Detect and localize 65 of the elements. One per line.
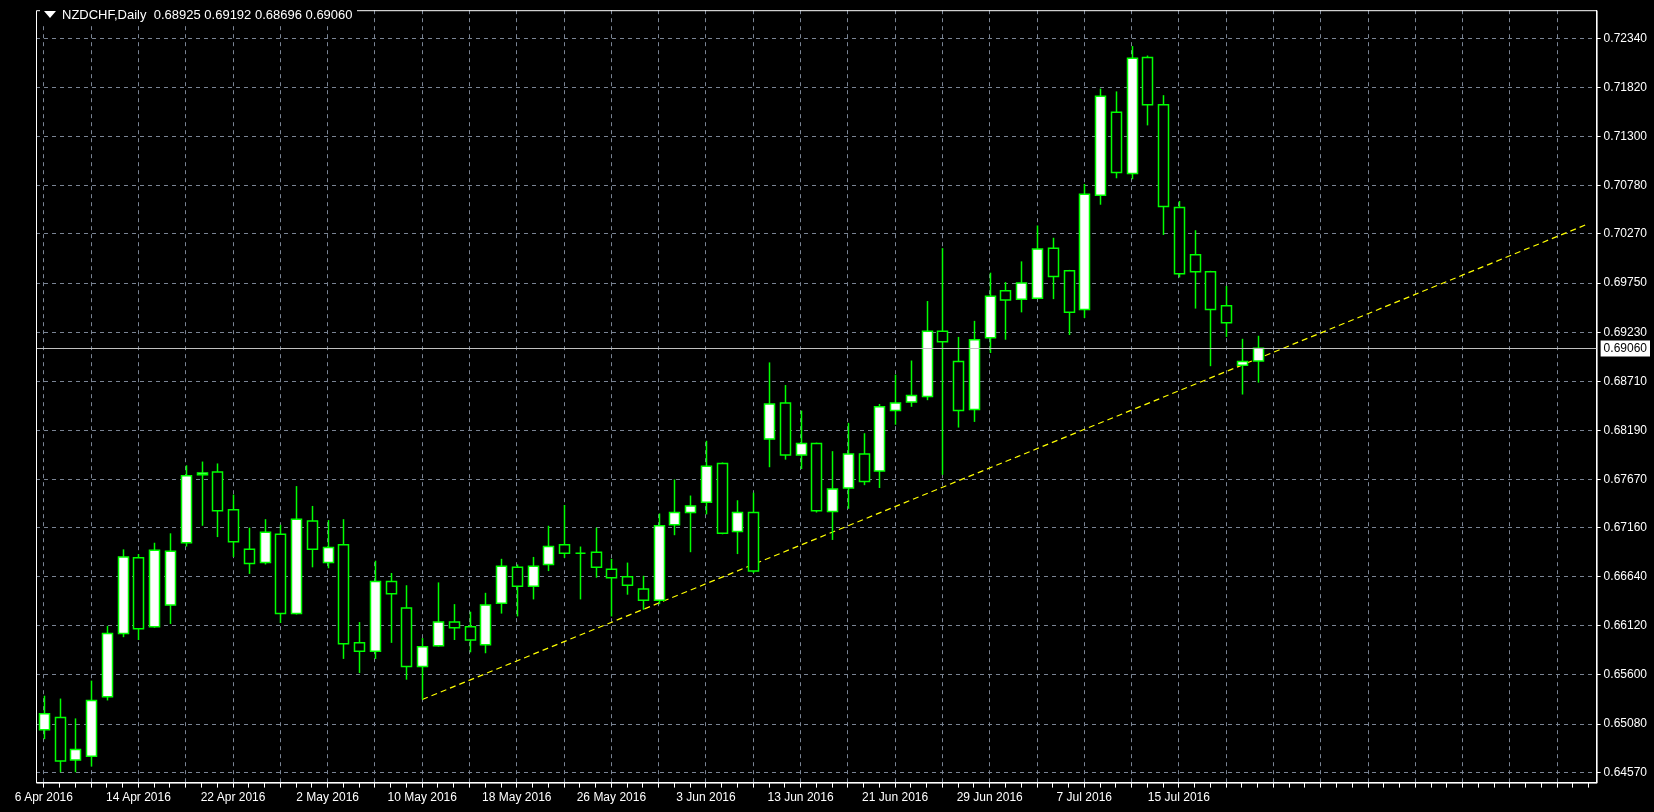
x-tick-label: 6 Apr 2016 — [14, 790, 74, 805]
candlestick — [605, 558, 618, 618]
candlestick — [448, 603, 461, 641]
candlestick — [889, 373, 902, 426]
candlestick — [621, 561, 634, 596]
candlestick — [731, 499, 744, 555]
y-tick-label: 0.67670 — [1603, 471, 1648, 486]
candlestick — [1252, 335, 1265, 384]
y-tick-label: 0.66640 — [1603, 569, 1648, 584]
candlestick — [1015, 260, 1028, 314]
y-tick-label: 0.64570 — [1603, 764, 1648, 779]
chart-title: NZDCHF,Daily 0.68925 0.69192 0.68696 0.69060 — [62, 7, 353, 22]
candlestick — [196, 460, 209, 527]
candlestick — [353, 621, 366, 674]
y-tick-label: 0.65600 — [1603, 667, 1648, 682]
y-tick-label: 0.69230 — [1603, 324, 1648, 339]
x-tick-label: 22 Apr 2016 — [200, 790, 266, 805]
x-tick-label: 18 May 2016 — [482, 790, 552, 805]
candlestick — [795, 409, 808, 470]
candlestick — [385, 572, 398, 644]
candlestick — [416, 637, 429, 701]
ref-line-label: 0.69060 — [1603, 340, 1648, 355]
y-tick-label: 0.72340 — [1603, 30, 1648, 45]
y-tick-label: 0.70780 — [1603, 178, 1648, 193]
candlestick — [243, 526, 256, 575]
candlestick — [511, 563, 524, 618]
y-tick-label: 0.68190 — [1603, 422, 1648, 437]
candlestick — [542, 525, 555, 572]
x-tick-label: 26 May 2016 — [576, 790, 647, 805]
x-tick-label: 10 May 2016 — [387, 790, 458, 805]
candlestick — [1220, 285, 1233, 338]
candlestick — [905, 359, 918, 408]
x-tick-label: 29 Jun 2016 — [956, 790, 1024, 805]
candlestick — [668, 478, 681, 536]
candlestick — [1189, 229, 1202, 310]
candlestick — [936, 247, 949, 476]
y-tick-label: 0.66120 — [1603, 618, 1648, 633]
y-tick-label: 0.67160 — [1603, 519, 1648, 534]
y-tick-label: 0.68710 — [1603, 373, 1648, 388]
candlestick — [999, 281, 1012, 341]
x-tick-label: 7 Jul 2016 — [1056, 790, 1113, 805]
candlestick — [464, 610, 477, 654]
candlestick — [637, 575, 650, 611]
candlestick — [574, 545, 587, 601]
candlestick — [558, 504, 571, 559]
candlestick — [826, 450, 839, 541]
y-tick-label: 0.71820 — [1603, 79, 1648, 94]
y-tick-label: 0.69750 — [1603, 275, 1648, 290]
candlestick — [1236, 338, 1249, 396]
y-tick-label: 0.71300 — [1603, 129, 1648, 144]
x-tick-label: 14 Apr 2016 — [106, 790, 172, 805]
candlestick — [527, 556, 540, 601]
y-tick-label: 0.65080 — [1603, 716, 1648, 731]
candlestick — [432, 581, 445, 648]
y-tick-label: 0.70270 — [1603, 226, 1648, 241]
candlestick — [322, 519, 335, 569]
x-tick-label: 21 Jun 2016 — [862, 790, 929, 805]
x-tick-label: 2 May 2016 — [296, 790, 360, 805]
candlestick — [38, 694, 51, 740]
x-tick-label: 3 Jun 2016 — [676, 790, 736, 805]
candlestick — [684, 494, 697, 553]
x-tick-label: 13 Jun 2016 — [767, 790, 834, 805]
candlestick — [590, 526, 603, 579]
x-tick-label: 15 Jul 2016 — [1147, 790, 1211, 805]
candlestick — [69, 717, 82, 773]
